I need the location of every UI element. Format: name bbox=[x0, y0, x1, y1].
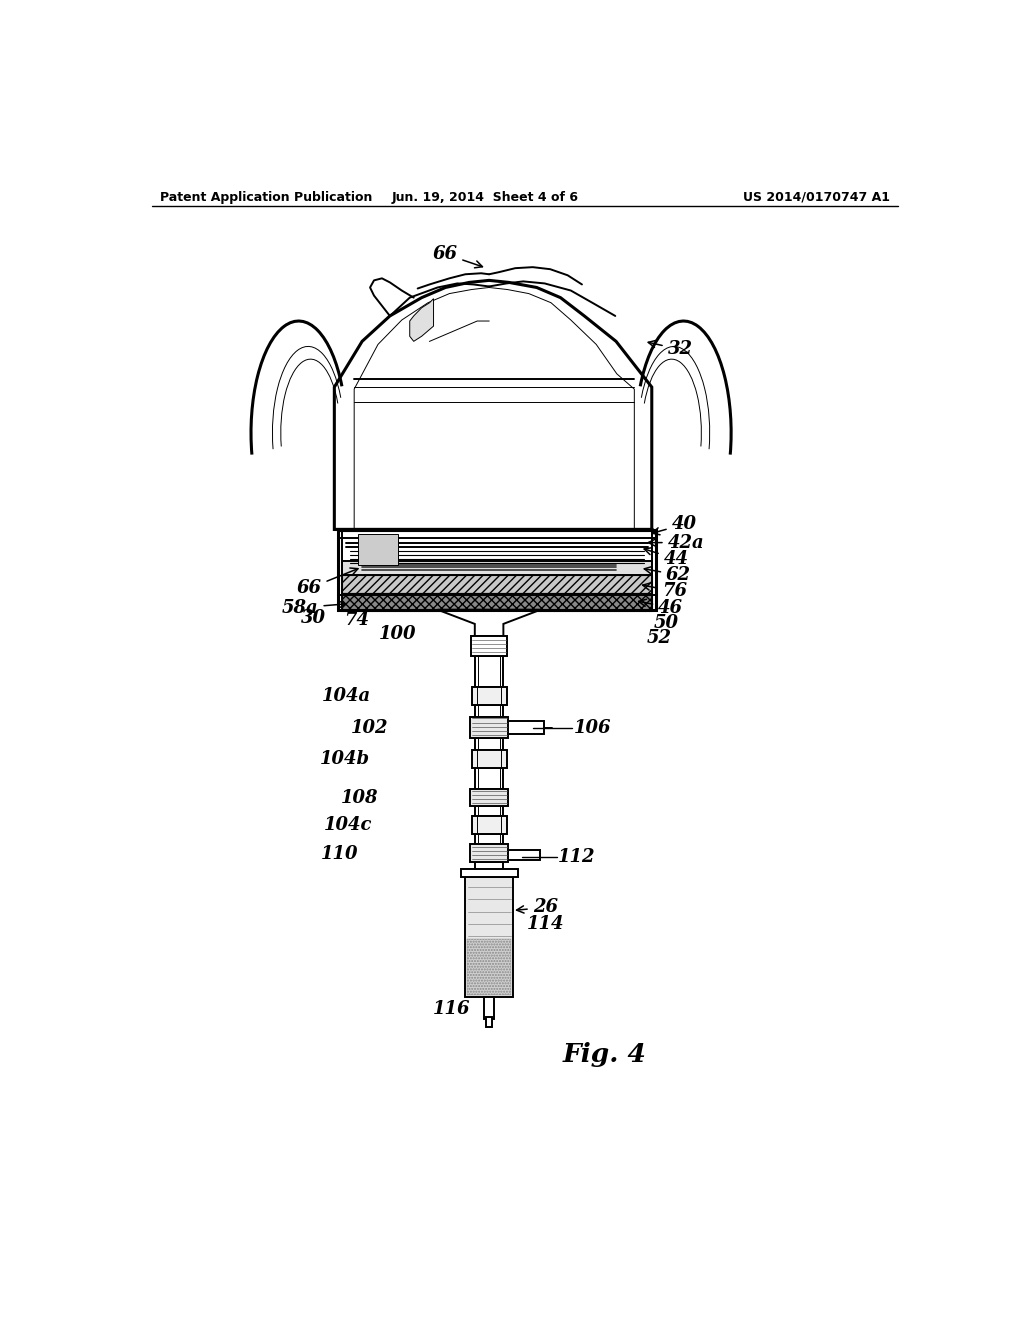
Text: 110: 110 bbox=[321, 845, 358, 862]
Text: US 2014/0170747 A1: US 2014/0170747 A1 bbox=[742, 190, 890, 203]
Bar bbox=[471, 636, 507, 656]
Bar bbox=[465, 876, 513, 997]
Bar bbox=[342, 576, 652, 594]
Text: 66: 66 bbox=[432, 246, 482, 268]
Bar bbox=[470, 718, 508, 738]
Text: 116: 116 bbox=[433, 1001, 470, 1018]
Text: 102: 102 bbox=[351, 718, 388, 737]
Text: 104c: 104c bbox=[324, 816, 373, 834]
Polygon shape bbox=[437, 610, 541, 636]
Bar bbox=[475, 862, 504, 873]
Text: Jun. 19, 2014  Sheet 4 of 6: Jun. 19, 2014 Sheet 4 of 6 bbox=[391, 190, 579, 203]
Bar bbox=[475, 805, 504, 816]
Text: Patent Application Publication: Patent Application Publication bbox=[160, 190, 372, 203]
Text: 114: 114 bbox=[527, 915, 564, 933]
Text: 104a: 104a bbox=[322, 688, 371, 705]
Bar bbox=[342, 561, 652, 576]
Text: 44: 44 bbox=[644, 548, 689, 568]
Text: 112: 112 bbox=[558, 847, 596, 866]
Bar bbox=[470, 788, 508, 805]
Bar bbox=[475, 656, 504, 686]
Bar bbox=[475, 738, 504, 750]
Text: 50: 50 bbox=[653, 614, 678, 632]
Text: 52: 52 bbox=[647, 630, 672, 647]
Text: 100: 100 bbox=[379, 626, 417, 643]
Bar bbox=[358, 535, 397, 565]
Text: 26: 26 bbox=[516, 899, 558, 916]
Bar bbox=[484, 997, 494, 1019]
Text: 30: 30 bbox=[301, 609, 326, 627]
Bar bbox=[472, 686, 507, 705]
Bar bbox=[486, 1018, 493, 1027]
Text: 74: 74 bbox=[344, 611, 369, 628]
Text: 76: 76 bbox=[643, 582, 687, 601]
Text: 62: 62 bbox=[644, 566, 691, 585]
Bar bbox=[508, 722, 544, 734]
Bar bbox=[342, 531, 652, 610]
Bar bbox=[475, 834, 504, 845]
Text: 106: 106 bbox=[574, 718, 611, 737]
Polygon shape bbox=[410, 298, 433, 342]
Text: 32: 32 bbox=[648, 341, 692, 359]
Text: 46: 46 bbox=[639, 599, 683, 616]
Text: 42a: 42a bbox=[648, 533, 705, 552]
Text: 66: 66 bbox=[297, 568, 358, 598]
Text: 104b: 104b bbox=[319, 750, 370, 768]
Polygon shape bbox=[334, 280, 652, 529]
Text: 40: 40 bbox=[652, 515, 696, 535]
Bar bbox=[475, 705, 504, 718]
Text: Fig. 4: Fig. 4 bbox=[563, 1043, 647, 1068]
Bar bbox=[470, 845, 508, 862]
Bar bbox=[461, 869, 518, 876]
Bar bbox=[508, 850, 540, 859]
Text: 58a: 58a bbox=[282, 599, 346, 616]
Bar bbox=[475, 768, 504, 788]
Bar bbox=[472, 816, 507, 834]
Bar bbox=[467, 939, 511, 995]
Text: 108: 108 bbox=[341, 789, 379, 807]
Bar bbox=[342, 594, 652, 610]
Bar bbox=[472, 750, 507, 768]
Bar bbox=[338, 531, 655, 610]
